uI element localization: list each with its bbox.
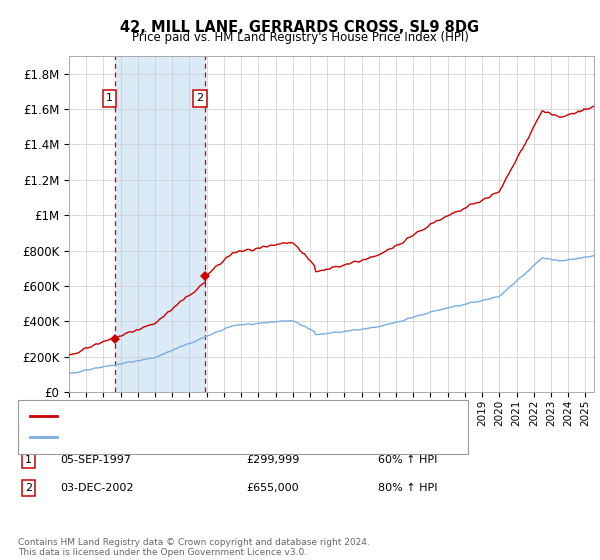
Text: 1: 1: [25, 455, 32, 465]
Text: 1: 1: [106, 94, 113, 104]
Text: 05-SEP-1997: 05-SEP-1997: [60, 455, 131, 465]
Text: £299,999: £299,999: [246, 455, 299, 465]
Text: 2: 2: [197, 94, 204, 104]
Text: 42, MILL LANE, GERRARDS CROSS, SL9 8DG (detached house): 42, MILL LANE, GERRARDS CROSS, SL9 8DG (…: [63, 411, 386, 421]
Text: Contains HM Land Registry data © Crown copyright and database right 2024.
This d: Contains HM Land Registry data © Crown c…: [18, 538, 370, 557]
Text: 60% ↑ HPI: 60% ↑ HPI: [378, 455, 437, 465]
Text: 80% ↑ HPI: 80% ↑ HPI: [378, 483, 437, 493]
Text: 03-DEC-2002: 03-DEC-2002: [60, 483, 133, 493]
Text: 42, MILL LANE, GERRARDS CROSS, SL9 8DG: 42, MILL LANE, GERRARDS CROSS, SL9 8DG: [121, 20, 479, 35]
Text: HPI: Average price, detached house, Buckinghamshire: HPI: Average price, detached house, Buck…: [63, 432, 347, 442]
Text: 2: 2: [25, 483, 32, 493]
Text: £655,000: £655,000: [246, 483, 299, 493]
Text: Price paid vs. HM Land Registry's House Price Index (HPI): Price paid vs. HM Land Registry's House …: [131, 31, 469, 44]
